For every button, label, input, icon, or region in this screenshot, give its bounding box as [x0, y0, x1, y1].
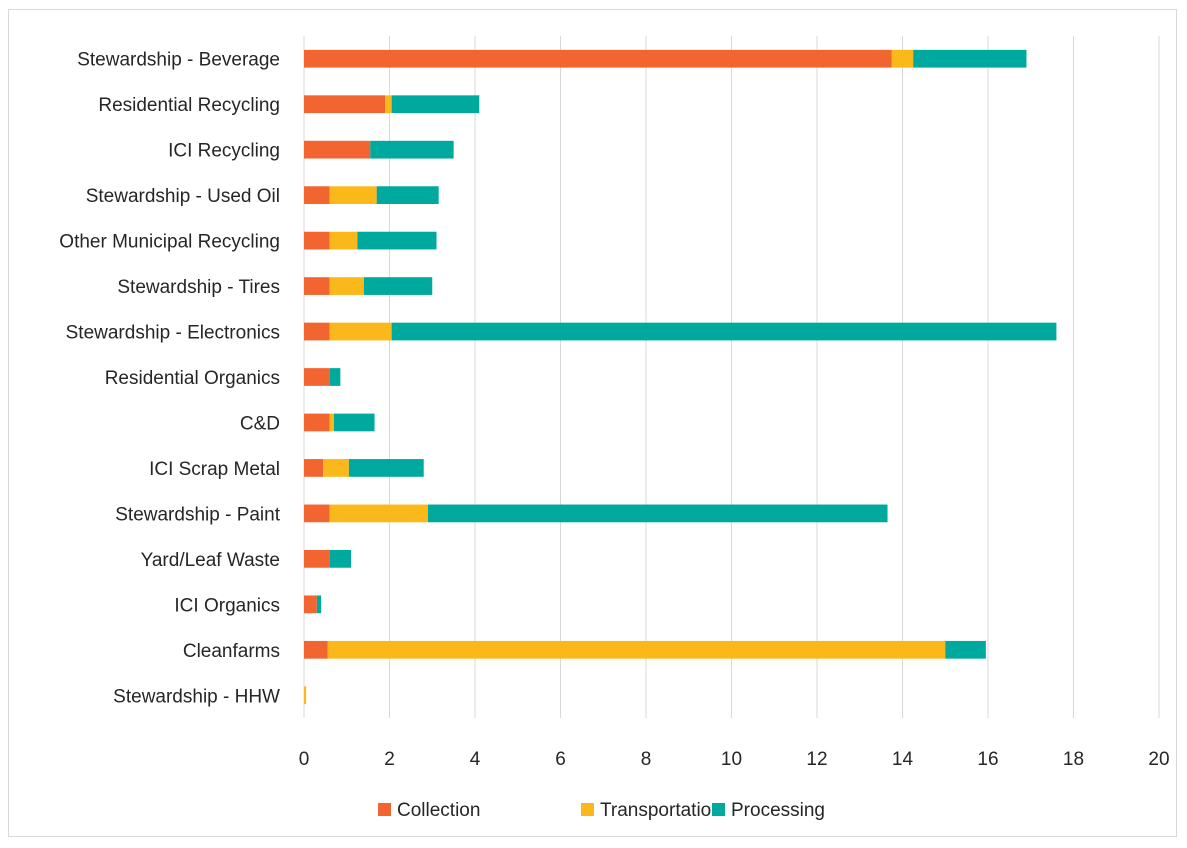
bar-transportation-0 — [891, 49, 914, 68]
bar-collection-2 — [304, 140, 371, 159]
x-tick-label-3: 6 — [555, 749, 566, 770]
legend-swatch-processing — [712, 803, 725, 816]
category-label-8: C&D — [240, 413, 280, 434]
category-label-1: Residential Recycling — [98, 95, 280, 116]
bar-transportation-3 — [329, 186, 377, 204]
bar-transportation-10 — [329, 504, 428, 523]
category-label-0: Stewardship - Beverage — [77, 50, 280, 71]
category-label-12: ICI Organics — [174, 595, 280, 616]
bar-transportation-8 — [329, 413, 334, 432]
bar-transportation-14 — [304, 686, 307, 705]
x-tick-label-2: 4 — [470, 749, 481, 770]
bar-transportation-1 — [385, 95, 392, 114]
x-tick-label-8: 16 — [977, 749, 998, 770]
legend-swatch-collection — [378, 803, 391, 816]
x-tick-label-4: 8 — [641, 749, 652, 770]
category-label-3: Stewardship - Used Oil — [86, 186, 280, 207]
legend-label-transportation: Transportation — [600, 800, 722, 821]
bar-collection-7 — [304, 368, 330, 386]
category-label-10: Stewardship - Paint — [115, 504, 280, 525]
category-label-4: Other Municipal Recycling — [59, 232, 280, 253]
bar-processing-13 — [945, 640, 986, 659]
bar-processing-7 — [329, 368, 341, 386]
bar-processing-6 — [391, 322, 1057, 341]
bar-collection-5 — [304, 277, 330, 295]
bar-collection-8 — [304, 413, 330, 432]
category-label-5: Stewardship - Tires — [117, 277, 280, 298]
category-label-11: Yard/Leaf Waste — [141, 550, 280, 571]
category-label-13: Cleanfarms — [183, 641, 280, 662]
bar-transportation-4 — [329, 231, 358, 250]
bar-collection-10 — [304, 504, 330, 523]
bar-processing-9 — [348, 459, 424, 477]
bar-collection-13 — [304, 640, 328, 659]
legend-label-processing: Processing — [731, 800, 825, 821]
bar-collection-12 — [304, 595, 317, 614]
legend-swatch-transportation — [581, 803, 594, 816]
x-tick-label-6: 12 — [806, 749, 827, 770]
category-label-7: Residential Organics — [105, 368, 280, 389]
bar-processing-1 — [391, 95, 480, 114]
category-label-6: Stewardship - Electronics — [66, 323, 280, 344]
bar-collection-6 — [304, 322, 330, 341]
bar-processing-10 — [427, 504, 888, 523]
bar-collection-9 — [304, 459, 324, 477]
category-label-9: ICI Scrap Metal — [149, 459, 280, 480]
bar-collection-3 — [304, 186, 330, 204]
x-tick-label-10: 20 — [1148, 749, 1169, 770]
bar-processing-12 — [316, 595, 322, 614]
bar-transportation-5 — [329, 277, 364, 295]
category-label-2: ICI Recycling — [168, 141, 280, 162]
bar-transportation-13 — [327, 640, 946, 659]
bar-processing-4 — [357, 231, 437, 250]
chart-frame — [8, 9, 1177, 837]
bar-collection-1 — [304, 95, 386, 114]
bar-transportation-9 — [323, 459, 349, 477]
bar-collection-11 — [304, 550, 330, 568]
bar-processing-11 — [329, 550, 352, 568]
legend-label-collection: Collection — [397, 800, 480, 821]
category-label-14: Stewardship - HHW — [113, 686, 280, 707]
x-tick-label-7: 14 — [892, 749, 914, 770]
bar-processing-2 — [370, 140, 454, 159]
bar-collection-4 — [304, 231, 330, 250]
x-tick-label-9: 18 — [1063, 749, 1084, 770]
bar-collection-0 — [304, 49, 892, 68]
x-tick-label-0: 0 — [299, 749, 310, 770]
bar-processing-8 — [333, 413, 375, 432]
bar-processing-3 — [376, 186, 439, 204]
bar-transportation-6 — [329, 322, 392, 341]
bar-processing-0 — [913, 49, 1027, 68]
bar-processing-5 — [363, 277, 433, 295]
x-tick-label-1: 2 — [384, 749, 395, 770]
x-tick-label-5: 10 — [721, 749, 742, 770]
